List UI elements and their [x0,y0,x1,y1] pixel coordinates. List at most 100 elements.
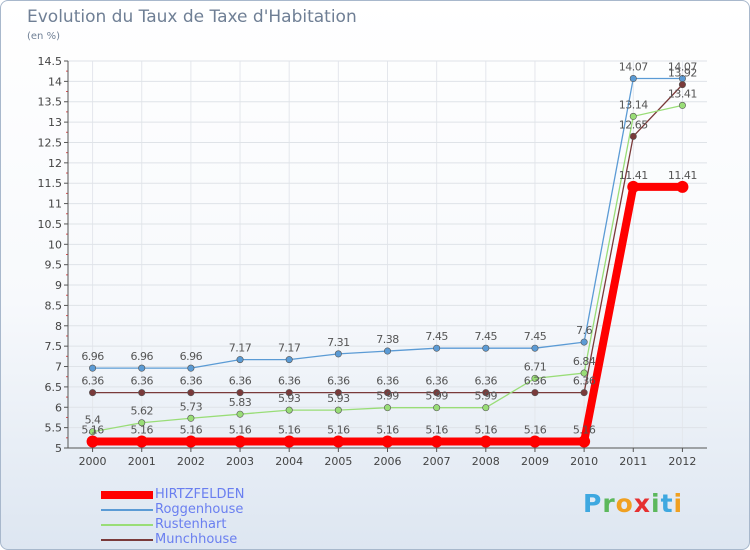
data-point [433,404,441,412]
legend-item-munchhouse: Munchhouse [101,532,244,547]
data-label: 5.62 [130,405,153,418]
x-tick-label: 2005 [324,455,352,468]
data-label: 7.38 [376,333,399,346]
data-point [236,356,244,364]
y-tick-label: 7.5 [45,340,63,353]
data-label: 5.16 [475,423,498,436]
legend-item-hirtzfelden: HIRTZFELDEN [101,487,244,502]
data-label: 5.93 [278,392,301,405]
data-point [482,344,490,352]
data-point [184,435,197,448]
logo-letter: x [633,489,651,518]
data-label: 5.16 [573,423,596,436]
data-point [383,404,391,412]
data-point [678,101,686,109]
data-point [236,410,244,418]
data-label: 7.45 [475,330,498,343]
x-tick-label: 2000 [79,455,107,468]
data-point [580,338,588,346]
data-label: 6.96 [130,350,153,363]
data-label: 5.16 [327,423,350,436]
data-point [138,419,146,427]
data-label: 11.41 [668,169,697,182]
y-tick-label: 12.5 [38,136,63,149]
data-label: 6.84 [573,355,596,368]
data-label: 5.93 [327,392,350,405]
y-tick-label: 8.5 [45,299,63,312]
y-tick-label: 11 [48,198,62,211]
legend-label: Munchhouse [155,532,238,547]
data-point [580,369,588,377]
logo-letter: o [615,489,634,518]
data-label: 5.4 [85,414,101,427]
y-tick-label: 13.5 [38,96,63,109]
data-point [332,435,345,448]
x-tick-label: 2003 [226,455,254,468]
x-tick-label: 2006 [374,455,402,468]
data-point [285,389,293,397]
x-tick-label: 2007 [423,455,451,468]
data-point [676,180,689,193]
data-point [89,428,97,436]
data-label: 5.73 [180,400,203,413]
y-tick-label: 9 [55,279,62,292]
data-label: 6.36 [524,375,547,388]
legend-swatch [101,490,153,499]
data-point [383,347,391,355]
data-point [334,406,342,414]
data-point [430,435,443,448]
data-label: 5.99 [475,390,498,403]
x-tick-label: 2008 [472,455,500,468]
legend-label: Rustenhart [155,517,227,532]
data-label: 5.16 [130,423,153,436]
data-label: 7.17 [278,342,301,355]
data-label: 7.31 [327,336,350,349]
data-point [236,389,244,397]
data-point [629,112,637,120]
y-tick-label: 5 [55,442,62,455]
data-label: 5.99 [425,390,448,403]
data-label: 14.07 [668,61,697,74]
data-point [86,435,99,448]
data-label: 5.16 [376,423,399,436]
y-tick-label: 14.5 [38,55,63,68]
data-point [531,374,539,382]
data-label: 13.41 [668,87,697,100]
data-label: 7.45 [524,330,547,343]
data-label: 6.36 [180,375,203,388]
x-tick-label: 2009 [521,455,549,468]
y-tick-label: 9.5 [45,259,63,272]
data-point [433,389,441,397]
chart-title: Evolution du Taux de Taxe d'Habitation [27,7,357,27]
data-point [187,389,195,397]
data-point [627,180,640,193]
data-label: 6.71 [524,360,547,373]
data-label: 6.36 [573,375,596,388]
x-tick-label: 2010 [570,455,598,468]
data-point [234,435,247,448]
data-point [482,389,490,397]
logo-letter: i [651,489,661,518]
x-tick-label: 2002 [177,455,205,468]
data-label: 7.17 [229,342,252,355]
data-point [531,389,539,397]
data-label: 7.45 [425,330,448,343]
data-point [138,389,146,397]
y-tick-label: 10 [48,238,62,251]
legend-label: HIRTZFELDEN [155,487,245,502]
data-label: 6.36 [327,375,350,388]
data-label: 6.36 [278,375,301,388]
data-point [187,364,195,372]
proxiti-logo: Proxiti [583,489,683,518]
y-tick-label: 5.5 [45,422,63,435]
data-label: 6.36 [376,375,399,388]
data-label: 6.36 [81,375,104,388]
data-point [89,389,97,397]
data-label: 5.16 [524,423,547,436]
data-label: 13.14 [619,98,648,111]
data-point [138,364,146,372]
data-label: 11.41 [619,169,648,182]
data-label: 6.36 [475,375,498,388]
unit-label: (en %) [27,31,60,42]
